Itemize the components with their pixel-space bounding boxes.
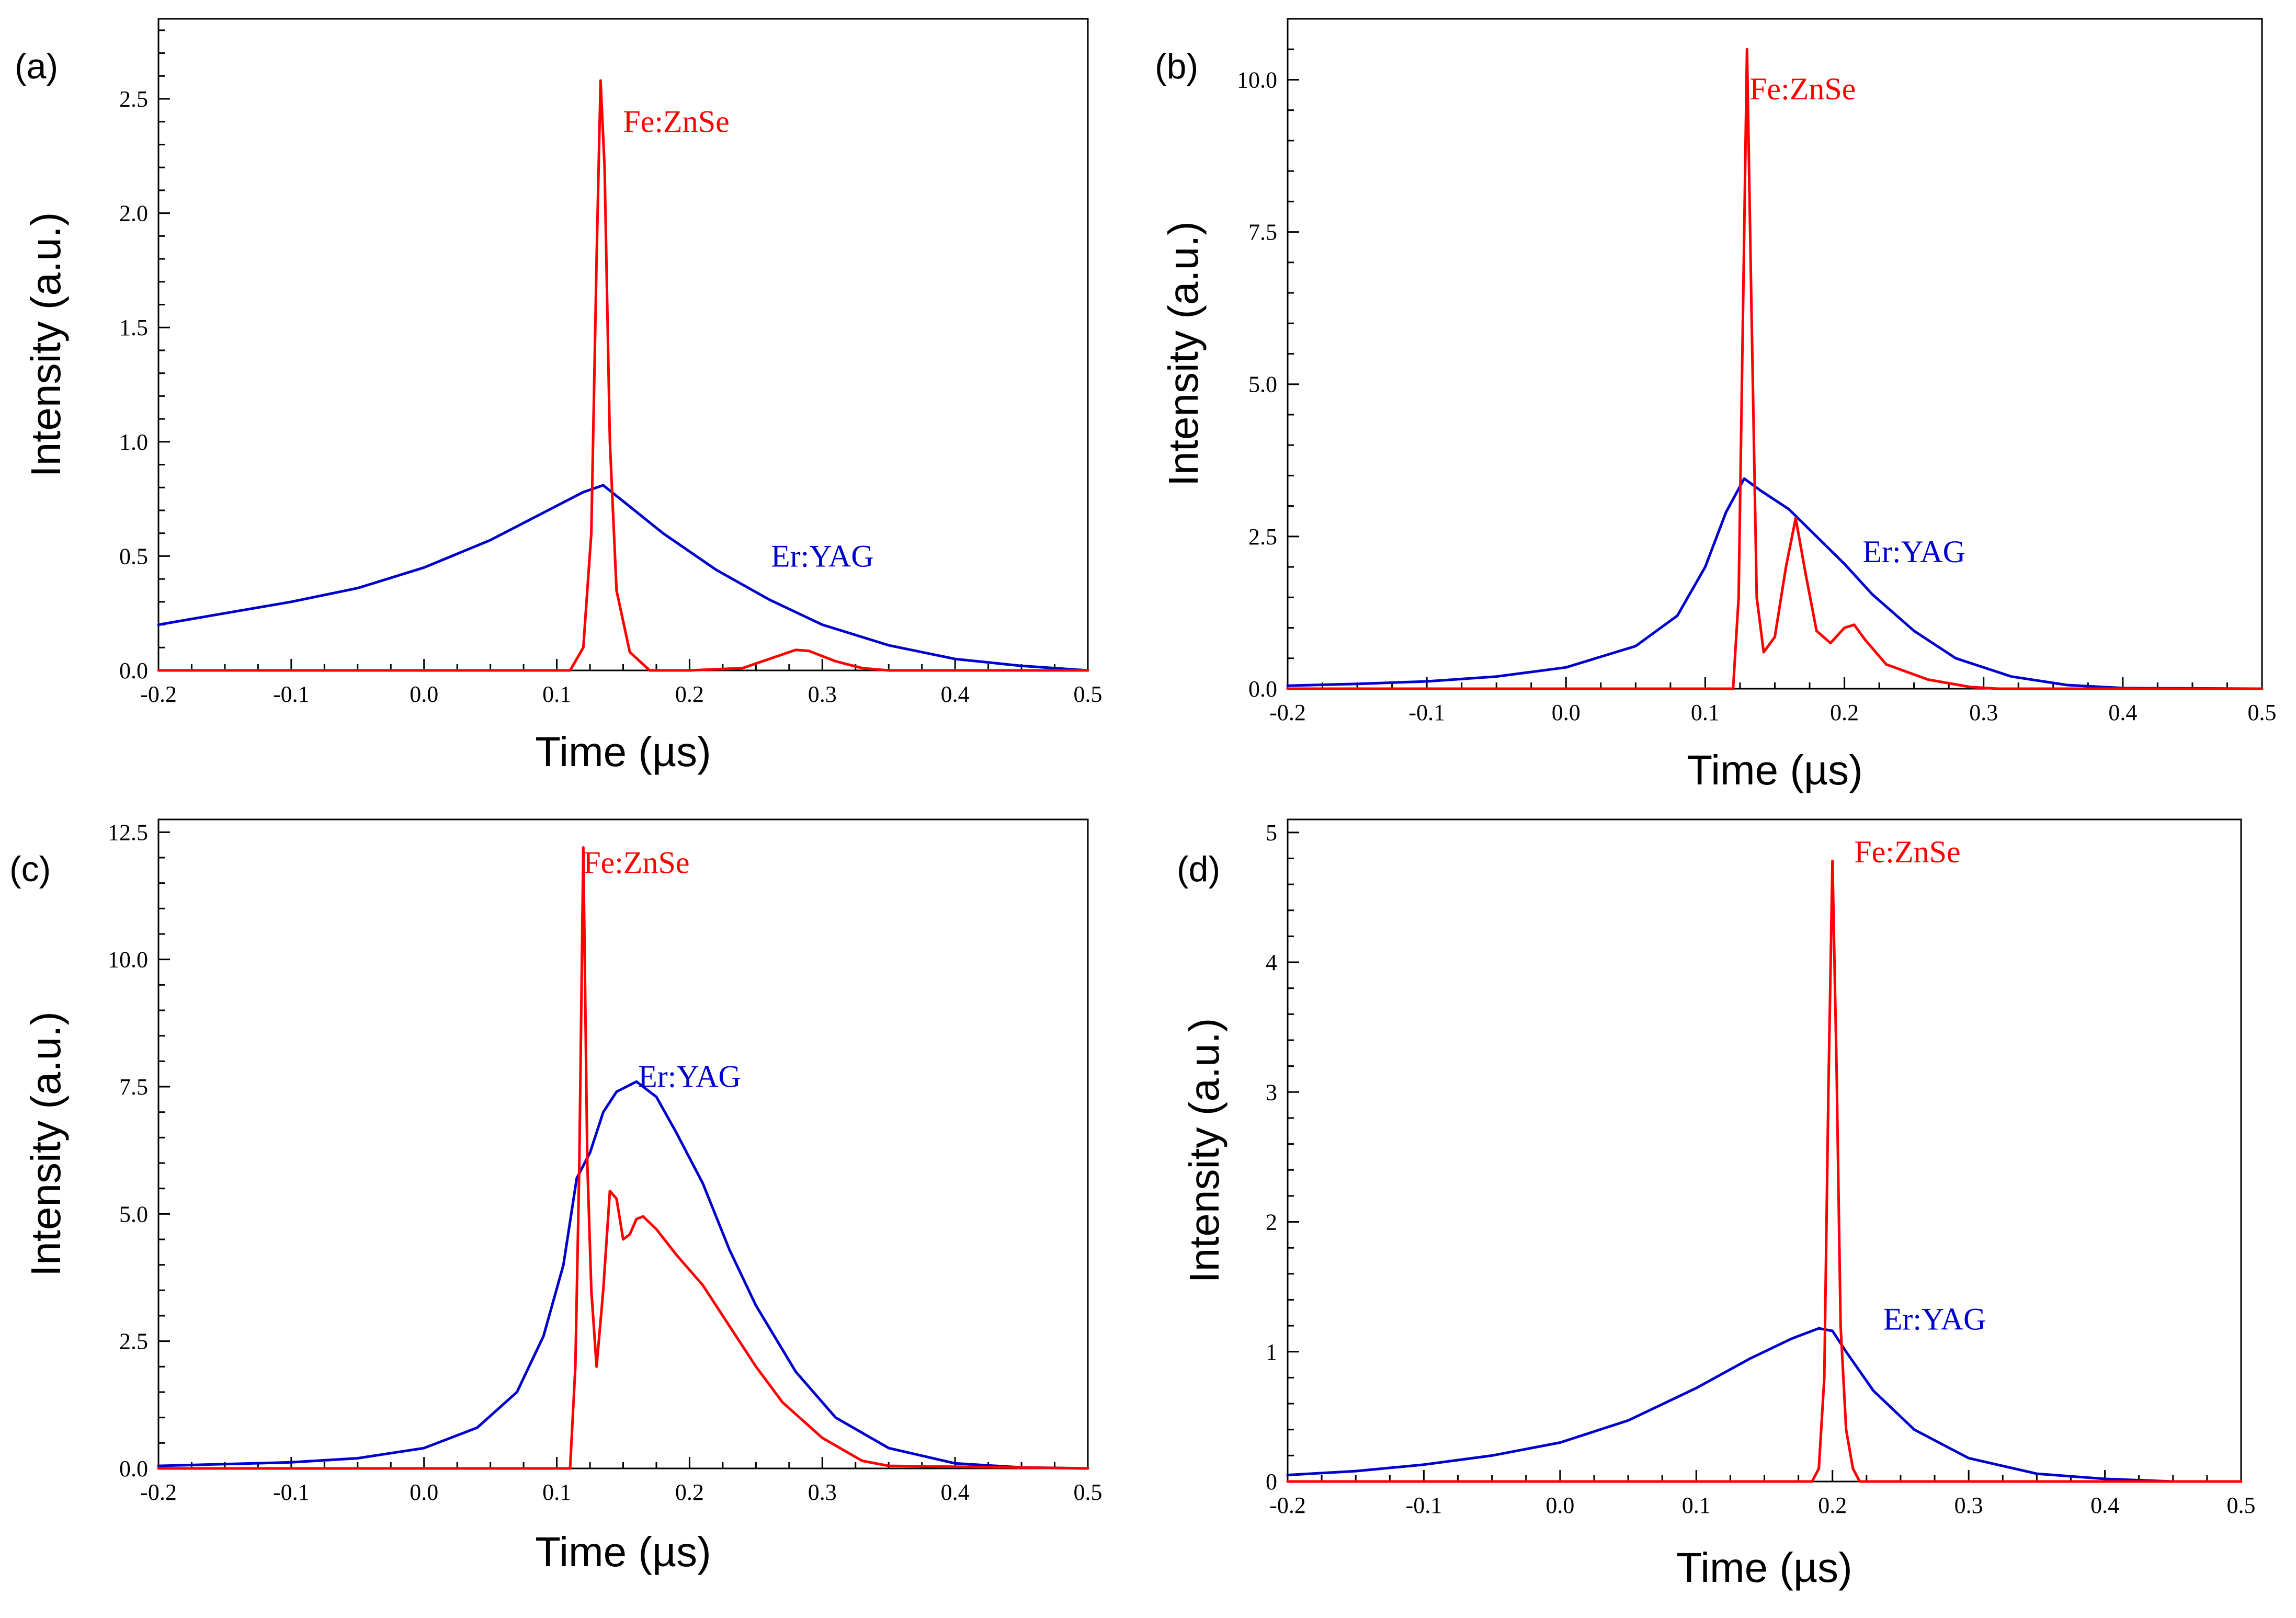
y-tick-label: 2 — [1266, 1210, 1277, 1235]
y-axis-title: Intensity (a.u.) — [22, 1011, 69, 1277]
series-label-feznse: Fe:ZnSe — [1854, 835, 1960, 869]
y-tick-label: 12.5 — [108, 819, 148, 845]
x-axis-title: Time (µs) — [1687, 747, 1862, 793]
x-tick-label: 0.5 — [1074, 1479, 1102, 1505]
y-tick-label: 2.5 — [1248, 524, 1277, 550]
x-tick-label: 0.5 — [2227, 1492, 2256, 1518]
y-tick-label: 0.0 — [119, 1456, 148, 1482]
x-axis-title: Time (µs) — [535, 728, 711, 775]
y-axis-title: Intensity (a.u.) — [1160, 221, 1207, 486]
y-tick-label: 10.0 — [108, 947, 148, 973]
series-line-feznse — [157, 846, 1089, 1470]
x-tick-label: 0.4 — [2090, 1492, 2119, 1518]
x-axis-title: Time (µs) — [535, 1529, 711, 1575]
y-axis-title: Intensity (a.u.) — [1181, 1018, 1227, 1283]
panel-label: (a) — [15, 47, 58, 86]
x-tick-label: -0.1 — [1406, 1492, 1442, 1518]
y-tick-label: 5 — [1266, 820, 1277, 846]
x-tick-label: -0.2 — [1269, 1492, 1306, 1518]
plot-frame — [1287, 18, 2263, 690]
y-axis-title: Intensity (a.u.) — [22, 212, 69, 477]
x-tick-label: 0.2 — [1830, 700, 1859, 725]
x-tick-label: -0.1 — [273, 1479, 310, 1505]
series-line-feznse — [1286, 859, 2243, 1483]
x-tick-label: 0.2 — [1818, 1492, 1847, 1518]
series-label-feznse: Fe:ZnSe — [583, 846, 689, 880]
x-tick-label: 0.3 — [808, 1479, 837, 1505]
series-label-feznse: Fe:ZnSe — [1749, 72, 1856, 106]
x-tick-label: 0.0 — [410, 681, 438, 707]
series-line-eryag — [157, 1080, 1089, 1470]
series-label-eryag: Er:YAG — [638, 1059, 741, 1094]
series-line-feznse — [1286, 48, 2264, 690]
panel-label: (c) — [9, 849, 51, 889]
series-label-eryag: Er:YAG — [771, 539, 874, 573]
x-tick-label: 0.2 — [675, 681, 704, 707]
y-tick-label: 3 — [1266, 1079, 1277, 1105]
series-line-eryag — [157, 484, 1089, 672]
series-label-eryag: Er:YAG — [1862, 534, 1965, 569]
y-tick-label: 2.5 — [119, 1329, 148, 1354]
x-tick-label: -0.1 — [273, 681, 310, 707]
panel-label: (d) — [1177, 849, 1220, 889]
x-tick-label: 0.2 — [675, 1479, 704, 1505]
x-tick-label: 0.1 — [1682, 1492, 1711, 1518]
plot-frame — [1287, 818, 2242, 1483]
series-label-eryag: Er:YAG — [1883, 1302, 1986, 1337]
y-tick-label: 4 — [1266, 950, 1277, 975]
y-tick-label: 2.5 — [119, 86, 148, 112]
panel-c: -0.2 -0.1 0.0 0.1 0.2 0.3 0.4 0.5 0.0 2.5 5.0 7.5 10… — [9, 818, 1102, 1575]
x-tick-label: 0.1 — [1691, 700, 1720, 725]
x-axis-title: Time (µs) — [1676, 1544, 1852, 1591]
x-tick-label: -0.2 — [1269, 700, 1306, 725]
y-tick-label: 2.0 — [119, 201, 148, 226]
x-tick-label: -0.2 — [140, 1479, 177, 1505]
x-tick-label: 0.3 — [1969, 700, 1998, 725]
y-tick-label: 0.0 — [119, 658, 148, 683]
series-line-eryag — [1286, 1327, 2243, 1483]
x-tick-label: 0.3 — [1954, 1492, 1983, 1518]
panel-a: -0.2 -0.1 0.0 0.1 0.2 0.3 0.4 0.5 0.0 0.5 1.0 1.5 2.… — [15, 18, 1102, 775]
x-tick-label: 0.0 — [410, 1479, 438, 1505]
x-tick-label: 0.5 — [1074, 681, 1102, 707]
panel-d: -0.2 -0.1 0.0 0.1 0.2 0.3 0.4 0.5 0 1 2 3 4 5 Er:YAG Fe… — [1177, 818, 2256, 1591]
y-tick-label: 1.5 — [119, 315, 148, 340]
panel-label: (b) — [1155, 47, 1198, 86]
plot-frame — [157, 818, 1089, 1469]
x-tick-label: 0.1 — [542, 681, 571, 707]
y-tick-label: 5.0 — [119, 1201, 148, 1227]
y-tick-label: 10.0 — [1237, 67, 1277, 93]
x-tick-label: 0.0 — [1545, 1492, 1574, 1518]
x-tick-label: 0.3 — [808, 681, 837, 707]
x-tick-label: 0.4 — [941, 1479, 970, 1505]
y-tick-label: 7.5 — [119, 1074, 148, 1100]
x-tick-label: 0.1 — [542, 1479, 571, 1505]
series-line-feznse — [157, 79, 1089, 672]
x-tick-label: 0.5 — [2248, 700, 2277, 725]
y-tick-label: 5.0 — [1248, 372, 1277, 397]
panel-b: -0.2 -0.1 0.0 0.1 0.2 0.3 0.4 0.5 0.0 2.5 5.0 7.5 10… — [1155, 18, 2277, 793]
y-tick-label: 1 — [1266, 1339, 1277, 1365]
series-line-eryag — [1286, 477, 2264, 690]
x-tick-label: -0.2 — [140, 681, 177, 707]
series-label-feznse: Fe:ZnSe — [623, 105, 729, 139]
x-tick-label: 0.4 — [941, 681, 970, 707]
y-tick-label: 7.5 — [1248, 220, 1277, 245]
x-tick-label: 0.4 — [2108, 700, 2137, 725]
y-tick-label: 0 — [1266, 1469, 1277, 1495]
y-tick-label: 0.5 — [119, 543, 148, 569]
y-tick-label: 0.0 — [1248, 676, 1277, 702]
y-tick-label: 1.0 — [119, 429, 148, 455]
x-tick-label: -0.1 — [1408, 700, 1445, 725]
x-tick-label: 0.0 — [1552, 700, 1581, 725]
